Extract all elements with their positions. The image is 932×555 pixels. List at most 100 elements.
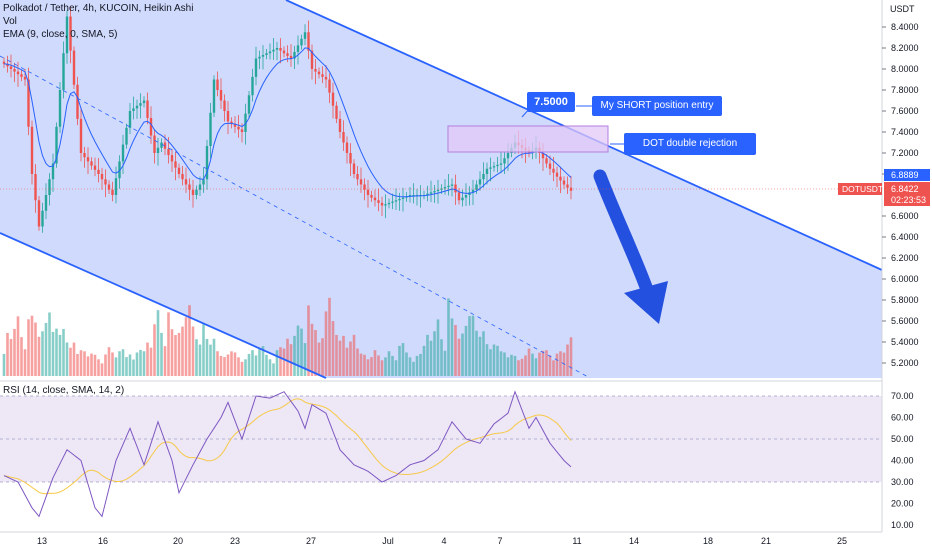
volume-bar — [55, 328, 58, 376]
volume-bar — [160, 332, 163, 376]
time-axis[interactable]: 13 16 20 23 27 Jul 4 7 11 14 18 21 25 — [37, 536, 847, 546]
price-tick-label: 6.4000 — [891, 232, 919, 242]
volume-bar — [300, 328, 303, 376]
volume-bar — [380, 360, 384, 376]
candle-body — [9, 66, 13, 69]
rsi-axis[interactable]: 70.00 60.00 50.00 40.00 30.00 20.00 10.00 — [891, 391, 914, 530]
candle-body — [202, 179, 205, 185]
volume-bar — [517, 360, 520, 376]
candle-body — [265, 53, 268, 55]
price-tick-label: 6.6000 — [891, 211, 919, 221]
candle-body — [118, 161, 121, 179]
channel-lower-line[interactable] — [0, 232, 327, 379]
candle-body — [457, 192, 461, 201]
volume-bar — [170, 329, 174, 376]
volume-bar — [167, 312, 170, 376]
symbol-tag — [838, 183, 882, 195]
volume-bar — [9, 338, 13, 376]
candle-body — [307, 32, 310, 51]
candle-body — [391, 201, 394, 203]
candles — [2, 6, 573, 233]
rsi-ma-line — [3, 398, 572, 495]
volume-bar — [366, 359, 370, 376]
volume-bar — [464, 325, 468, 376]
volume-bar — [349, 341, 352, 376]
volume-bar — [184, 317, 188, 376]
volume-bar — [475, 330, 478, 376]
candle-body — [352, 163, 356, 174]
volume-bar — [233, 352, 237, 376]
time-tick-label: 13 — [37, 536, 47, 546]
volume-bar — [436, 319, 440, 376]
volume-bar — [513, 355, 517, 376]
candle-body — [541, 153, 545, 159]
volume-bar — [387, 351, 391, 376]
volume-bar — [279, 347, 282, 376]
candle-body — [205, 146, 209, 180]
rejection-zone[interactable] — [447, 125, 609, 153]
candle-body — [489, 167, 492, 169]
volume-bar — [244, 359, 247, 376]
candle-body — [464, 195, 468, 198]
candle-body — [296, 45, 300, 52]
candle-body — [317, 71, 321, 75]
volume-bar — [415, 355, 419, 376]
volume-bar — [482, 331, 485, 376]
chart-title: Polkadot / Tether, 4h, KUCOIN, Heikin As… — [3, 3, 194, 14]
candle-body — [58, 90, 62, 127]
rsi-tick-label: 70.00 — [891, 391, 914, 401]
volume-bar — [188, 305, 191, 376]
short-entry-callout[interactable]: My SHORT position entry — [592, 96, 722, 116]
volume-bar — [114, 357, 118, 376]
candle-body — [251, 76, 254, 96]
volume-bar — [548, 355, 552, 376]
volume-bar — [321, 338, 324, 376]
volume-bar — [90, 353, 93, 376]
volume-bar — [97, 359, 100, 376]
time-tick-label: 11 — [572, 536, 581, 546]
volume-bar — [569, 337, 573, 376]
double-rejection-callout[interactable]: DOT double rejection — [624, 133, 756, 155]
candle-body — [499, 163, 503, 165]
entry-price-callout[interactable]: 7.5000 — [527, 92, 575, 112]
volume-bar — [86, 356, 90, 376]
candle-body — [230, 121, 233, 125]
volume-bar — [20, 337, 23, 376]
volume-bar — [62, 328, 65, 376]
candle-body — [104, 179, 107, 185]
candle-body — [401, 197, 405, 199]
time-tick-label: 23 — [230, 536, 240, 546]
volume-bar — [48, 312, 51, 376]
candle-body — [471, 189, 475, 193]
volume-bar — [433, 331, 436, 376]
candle-body — [240, 129, 244, 132]
volume-bar — [76, 353, 79, 376]
volume-bar — [296, 325, 300, 376]
volume-bar — [205, 338, 209, 376]
candle-body — [443, 187, 447, 189]
candle-body — [338, 118, 342, 132]
volume-bar — [401, 343, 405, 376]
time-tick-label: 20 — [173, 536, 183, 546]
rsi-legend: RSI (14, close, SMA, 14, 2) — [3, 385, 125, 396]
candle-body — [93, 165, 97, 170]
volume-bar — [149, 347, 153, 376]
price-tick-label: 5.4000 — [891, 337, 919, 347]
candle-body — [170, 155, 174, 162]
symbol-label: DOTUSDT — [842, 184, 883, 194]
candle-body — [237, 126, 240, 130]
volume-bar — [268, 359, 272, 376]
ema-legend: EMA (9, close, 0, SMA, 5) — [3, 29, 118, 40]
candle-body — [41, 210, 44, 227]
candle-body — [349, 153, 352, 164]
volume-bar — [30, 315, 34, 376]
volume-bar — [391, 355, 394, 376]
volume-bar — [198, 344, 202, 376]
volume-bar — [324, 311, 328, 376]
price-tick-label: 7.6000 — [891, 106, 919, 116]
rsi-tick-label: 40.00 — [891, 456, 914, 466]
candle-body — [387, 202, 391, 205]
candle-body — [478, 179, 482, 185]
volume-bar — [405, 352, 408, 376]
